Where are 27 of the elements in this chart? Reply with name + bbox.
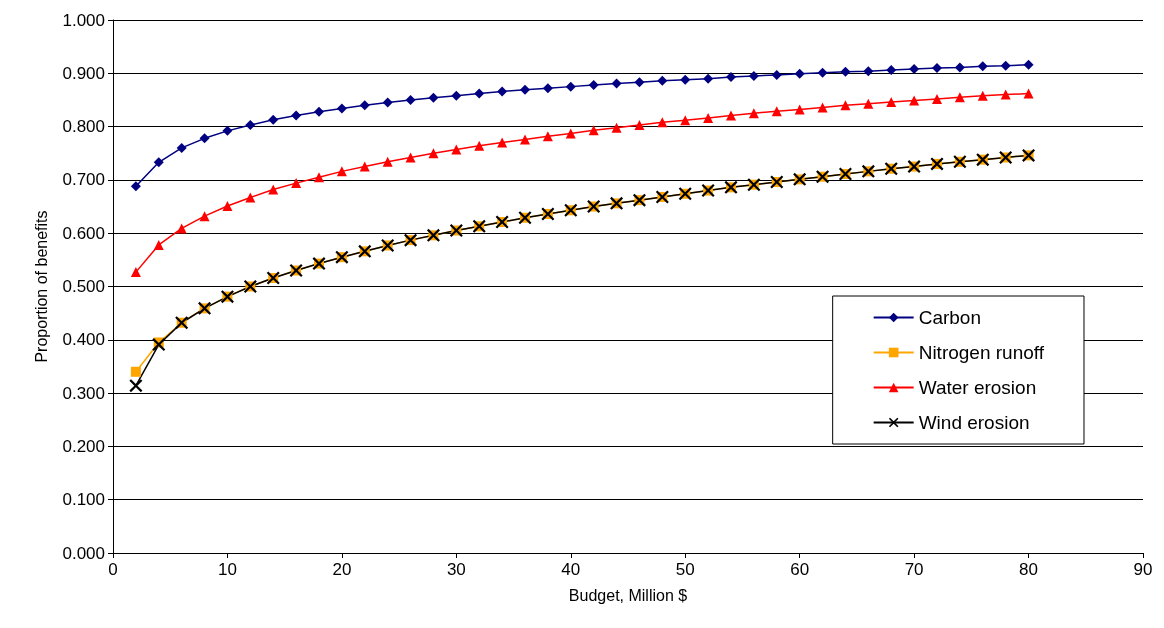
y-tick-label: 0.200 [62, 436, 105, 456]
y-tick-label: 0.100 [62, 490, 105, 510]
y-tick-label: 0.800 [62, 117, 105, 137]
y-tick-label: 0.400 [62, 330, 105, 350]
x-tick-label: 30 [446, 560, 466, 579]
y-tick-label: 0.500 [62, 277, 105, 296]
x-tick-label: 40 [561, 560, 581, 579]
legend-label: Nitrogen runoff [918, 342, 1045, 363]
y-tick-label: 0.000 [62, 543, 105, 563]
legend-label: Wind erosion [918, 412, 1030, 433]
y-tick-label: 0.600 [62, 223, 105, 243]
y-tick-label: 0.700 [62, 170, 105, 190]
x-tick-label: 20 [332, 560, 352, 579]
x-axis-title: Budget, Million $ [568, 586, 688, 604]
y-tick-label: 1.000 [62, 10, 105, 30]
x-tick-label: 60 [790, 560, 810, 579]
x-tick-label: 70 [904, 560, 924, 579]
y-axis-title: Proportion of benefits [32, 210, 50, 363]
y-tick-label: 0.300 [62, 383, 105, 403]
x-tick-label: 80 [1019, 560, 1039, 579]
x-tick-label: 90 [1133, 560, 1153, 579]
legend-label: Carbon [918, 307, 981, 328]
legend-label: Water erosion [918, 377, 1037, 398]
y-tick-label: 0.900 [62, 63, 105, 83]
x-tick-label: 50 [675, 560, 695, 579]
x-tick-label: 0 [108, 560, 118, 579]
x-tick-label: 10 [217, 560, 237, 579]
